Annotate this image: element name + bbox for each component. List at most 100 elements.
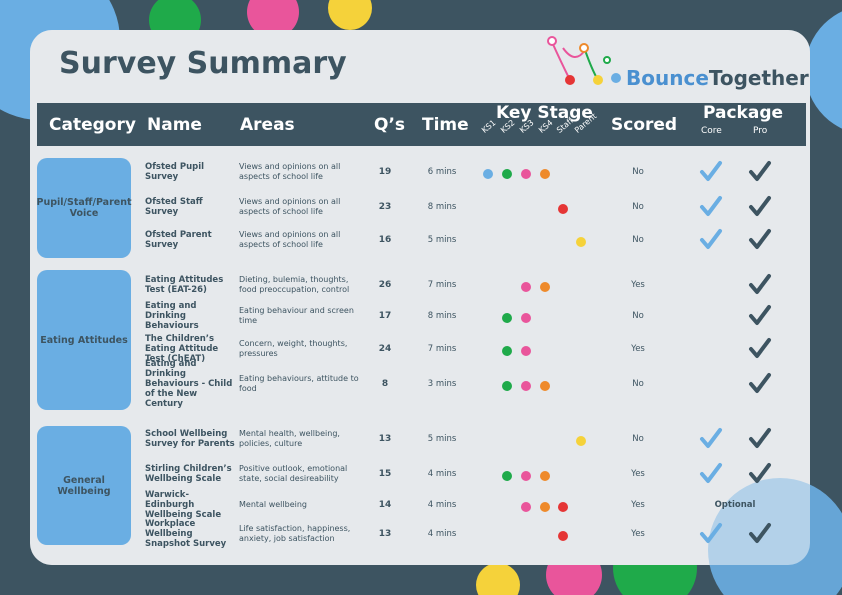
duration: 5 mins [427, 434, 457, 444]
key-stage-dot [521, 169, 531, 179]
decor-circle [328, 0, 372, 30]
duration: 6 mins [427, 167, 457, 177]
check-mark [700, 229, 722, 249]
survey-areas: Eating behaviours, attitude to food [239, 374, 359, 393]
survey-name: Eating and Drinking Behaviours - Child o… [145, 359, 233, 410]
card-overlay [30, 30, 810, 565]
column-header: Scored [611, 115, 678, 135]
logo-text: BounceTogether [626, 66, 809, 90]
category-box [37, 426, 131, 545]
survey-name: Warwick-Edinburgh Wellbeing Scale [145, 489, 222, 521]
check-mark [700, 161, 722, 181]
scored: Yes [631, 500, 645, 510]
question-count: 24 [378, 344, 392, 354]
key-stage-dot [540, 471, 550, 481]
survey-areas: Life satisfaction, happiness, anxiety, j… [239, 524, 351, 543]
check-mark [749, 373, 771, 393]
scored: No [632, 167, 644, 177]
survey-areas: Mental wellbeing [239, 500, 307, 509]
duration: 7 mins [427, 344, 457, 354]
duration: 7 mins [427, 280, 457, 290]
category-label: General Wellbeing [57, 474, 111, 497]
check-mark [700, 196, 722, 216]
survey-areas: Positive outlook, emotional state, socia… [239, 464, 348, 483]
key-stage-dot [576, 237, 586, 247]
check-mark [749, 428, 771, 448]
duration: 4 mins [427, 529, 457, 539]
survey-areas: Views and opinions on all aspects of sch… [239, 162, 341, 181]
column-header: Q’s [374, 115, 406, 135]
check-mark [749, 274, 771, 294]
survey-name: Workplace Wellbeing Snapshot Survey [145, 518, 227, 550]
key-stage-dot [558, 204, 568, 214]
column-subheader: Pro [753, 126, 768, 136]
scored: No [632, 202, 644, 212]
survey-areas: Eating behaviour and screen time [239, 306, 354, 325]
category-box [37, 270, 131, 410]
scored: Yes [631, 529, 645, 539]
decor-circle [805, 11, 842, 129]
header-bar [37, 103, 806, 146]
column-header: Package [703, 103, 784, 123]
key-stage-dot [521, 381, 531, 391]
decor-circle [247, 0, 299, 38]
key-stage-dot [483, 169, 493, 179]
column-header: Key Stage [496, 103, 593, 123]
duration: 4 mins [427, 500, 457, 510]
key-stage-dot [540, 502, 550, 512]
key-stage-dot [521, 282, 531, 292]
key-stage-dot [502, 313, 512, 323]
key-stage-dot [502, 471, 512, 481]
scored: No [632, 379, 644, 389]
survey-areas: Views and opinions on all aspects of sch… [239, 197, 341, 216]
survey-name: Ofsted Parent Survey [145, 229, 212, 250]
key-stage-dot [576, 436, 586, 446]
category-label: Eating Attitudes [40, 334, 128, 346]
survey-name: The Children’s Eating Attitude Test (ChE… [145, 333, 219, 365]
scored: No [632, 434, 644, 444]
survey-name: Ofsted Pupil Survey [145, 161, 205, 182]
question-count: 15 [378, 469, 392, 479]
survey-name: Stirling Children’s Wellbeing Scale [145, 463, 232, 484]
survey-areas: Concern, weight, thoughts, pressures [239, 339, 348, 358]
survey-areas: Dieting, bulemia, thoughts, food preoccu… [239, 275, 350, 294]
key-stage-dot [540, 282, 550, 292]
key-stage-dot [521, 502, 531, 512]
key-stage-dot [502, 346, 512, 356]
check-mark [700, 428, 722, 448]
column-header: Category [49, 115, 136, 135]
key-stage-dot [521, 346, 531, 356]
check-mark [749, 161, 771, 181]
duration: 3 mins [427, 379, 457, 389]
key-stage-dot [502, 381, 512, 391]
check-mark [749, 338, 771, 358]
duration: 8 mins [427, 311, 457, 321]
duration: 5 mins [427, 235, 457, 245]
question-count: 23 [378, 202, 392, 212]
question-count: 19 [378, 167, 392, 177]
column-header: Time [422, 115, 469, 135]
key-stage-dot [521, 313, 531, 323]
check-mark [749, 523, 771, 543]
question-count: 26 [378, 280, 392, 290]
check-mark [749, 229, 771, 249]
scored: Yes [631, 280, 645, 290]
scored: No [632, 235, 644, 245]
column-header: Areas [240, 115, 295, 135]
logo-part: Bounce [626, 66, 709, 90]
question-count: 16 [378, 235, 392, 245]
survey-areas: Views and opinions on all aspects of sch… [239, 230, 341, 249]
survey-areas: Mental health, wellbeing, policies, cult… [239, 429, 340, 448]
question-count: 14 [378, 500, 392, 510]
category-box [37, 158, 131, 258]
survey-name: Eating and Drinking Behaviours [145, 300, 199, 332]
logo-part: Together [708, 66, 809, 90]
title: Survey Summary [59, 46, 347, 81]
check-mark [749, 196, 771, 216]
question-count: 8 [381, 379, 389, 389]
key-stage-dot [502, 169, 512, 179]
survey-name: Eating Attitudes Test (EAT-26) [145, 274, 224, 295]
key-stage-dot [540, 381, 550, 391]
